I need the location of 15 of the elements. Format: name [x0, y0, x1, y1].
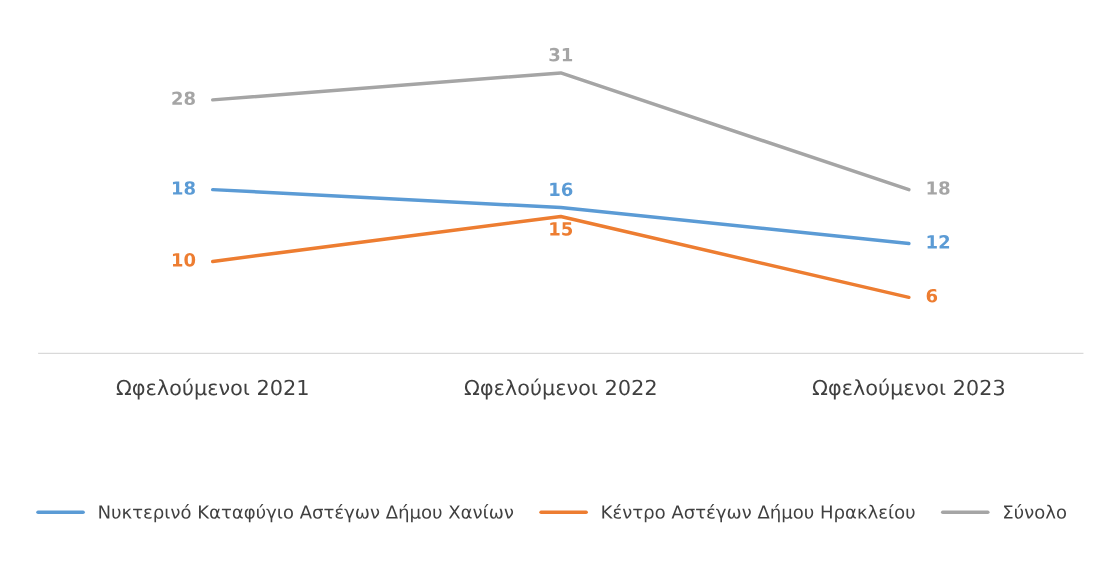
x-tick-label: Ωφελούμενοι 2022 — [464, 378, 656, 400]
data-label: 18 — [927, 181, 950, 195]
legend-label: Κέντρο Αστέγων Δήμου Ηρακλείου — [602, 504, 915, 523]
data-label: 28 — [172, 91, 195, 106]
data-label: 16 — [550, 182, 573, 197]
data-label: 15 — [550, 222, 573, 236]
x-tick-label: Ωφελούμενοι 2023 — [812, 378, 1005, 400]
x-tick-label: Ωφελούμενοι 2021 — [116, 378, 308, 400]
legend-label: Σύνολο — [1004, 504, 1067, 519]
legend-label: Νυκτερινό Καταφύγιο Αστέγων Δήμου Χανίων — [99, 504, 514, 523]
data-label: 10 — [172, 253, 196, 267]
data-label: 18 — [172, 181, 195, 195]
data-label: 6 — [926, 288, 938, 303]
data-label: 12 — [927, 235, 950, 249]
data-label: 31 — [549, 47, 573, 62]
